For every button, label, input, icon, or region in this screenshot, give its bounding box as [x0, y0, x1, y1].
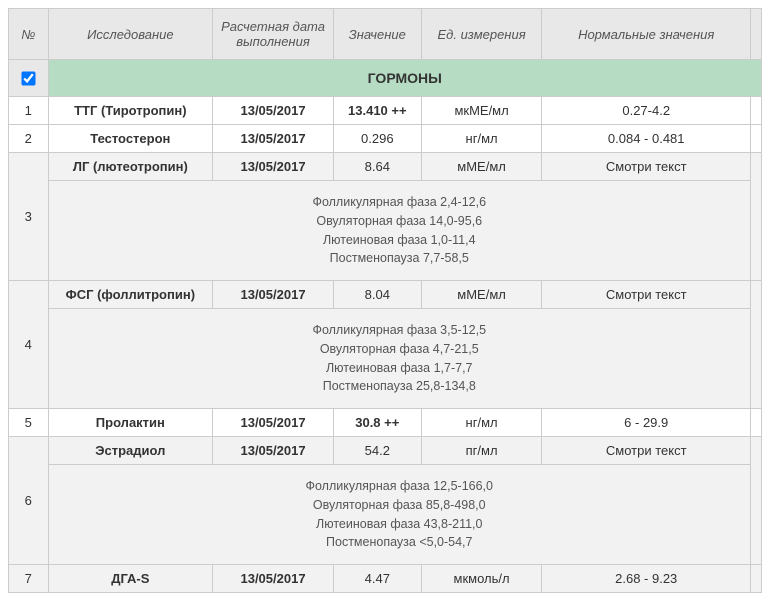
cell-num: 6 — [9, 437, 49, 565]
cell-tail — [750, 281, 761, 409]
col-header-unit: Ед. измерения — [421, 9, 542, 60]
cell-date: 13/05/2017 — [213, 153, 334, 181]
lab-results-table: № Исследование Расчетная дата выполнения… — [8, 8, 762, 593]
cell-date: 13/05/2017 — [213, 97, 334, 125]
note-line: Постменопауза <5,0-54,7 — [53, 533, 746, 552]
cell-num: 3 — [9, 153, 49, 281]
cell-value: 0.296 — [333, 125, 421, 153]
note-line: Овуляторная фаза 85,8-498,0 — [53, 496, 746, 515]
cell-tail — [750, 565, 761, 593]
col-header-normal: Нормальные значения — [542, 9, 751, 60]
table-row: 4ФСГ (фоллитропин)13/05/20178.04мМЕ/млСм… — [9, 281, 762, 309]
table-row: 2Тестостерон13/05/20170.296нг/мл0.084 - … — [9, 125, 762, 153]
cell-num: 1 — [9, 97, 49, 125]
cell-unit: мМЕ/мл — [421, 281, 542, 309]
cell-date: 13/05/2017 — [213, 409, 334, 437]
cell-unit: пг/мл — [421, 437, 542, 465]
table-row: 1ТТГ (Тиротропин)13/05/201713.410 ++мкМЕ… — [9, 97, 762, 125]
note-line: Лютеиновая фаза 43,8-211,0 — [53, 515, 746, 534]
cell-tail — [750, 437, 761, 565]
cell-value: 30.8 ++ — [333, 409, 421, 437]
col-header-num: № — [9, 9, 49, 60]
table-header-row: № Исследование Расчетная дата выполнения… — [9, 9, 762, 60]
cell-tail — [750, 97, 761, 125]
note-line: Фолликулярная фаза 2,4-12,6 — [53, 193, 746, 212]
table-row: 6Эстрадиол13/05/201754.2пг/млСмотри текс… — [9, 437, 762, 465]
section-checkbox-cell — [9, 60, 49, 97]
table-row: 3ЛГ (лютеотропин)13/05/20178.64мМЕ/млСмо… — [9, 153, 762, 181]
cell-num: 7 — [9, 565, 49, 593]
cell-tail — [750, 125, 761, 153]
note-line: Овуляторная фаза 4,7-21,5 — [53, 340, 746, 359]
cell-num: 2 — [9, 125, 49, 153]
cell-unit: нг/мл — [421, 409, 542, 437]
cell-unit: мМЕ/мл — [421, 153, 542, 181]
cell-study: Эстрадиол — [48, 437, 213, 465]
cell-normal: Смотри текст — [542, 437, 751, 465]
note-line: Лютеиновая фаза 1,0-11,4 — [53, 231, 746, 250]
section-title: ГОРМОНЫ — [48, 60, 761, 97]
cell-unit: мкМЕ/мл — [421, 97, 542, 125]
cell-tail — [750, 409, 761, 437]
cell-study: ДГА-S — [48, 565, 213, 593]
col-header-tail — [750, 9, 761, 60]
cell-note: Фолликулярная фаза 3,5-12,5Овуляторная ф… — [48, 309, 750, 409]
note-line: Фолликулярная фаза 12,5-166,0 — [53, 477, 746, 496]
cell-study: Тестостерон — [48, 125, 213, 153]
note-line: Постменопауза 25,8-134,8 — [53, 377, 746, 396]
cell-normal: Смотри текст — [542, 153, 751, 181]
col-header-value: Значение — [333, 9, 421, 60]
table-row-note: Фолликулярная фаза 12,5-166,0Овуляторная… — [9, 465, 762, 565]
cell-study: ЛГ (лютеотропин) — [48, 153, 213, 181]
section-checkbox[interactable] — [22, 71, 36, 85]
cell-value: 4.47 — [333, 565, 421, 593]
cell-date: 13/05/2017 — [213, 437, 334, 465]
note-line: Постменопауза 7,7-58,5 — [53, 249, 746, 268]
cell-value: 8.64 — [333, 153, 421, 181]
cell-num: 5 — [9, 409, 49, 437]
table-row: 7ДГА-S13/05/20174.47мкмоль/л2.68 - 9.23 — [9, 565, 762, 593]
cell-normal: 0.084 - 0.481 — [542, 125, 751, 153]
cell-note: Фолликулярная фаза 2,4-12,6Овуляторная ф… — [48, 181, 750, 281]
cell-normal: Смотри текст — [542, 281, 751, 309]
col-header-date: Расчетная дата выполнения — [213, 9, 334, 60]
table-row: 5Пролактин13/05/201730.8 ++нг/мл6 - 29.9 — [9, 409, 762, 437]
cell-date: 13/05/2017 — [213, 281, 334, 309]
cell-unit: мкмоль/л — [421, 565, 542, 593]
cell-tail — [750, 153, 761, 281]
cell-study: Пролактин — [48, 409, 213, 437]
cell-date: 13/05/2017 — [213, 565, 334, 593]
table-row-note: Фолликулярная фаза 2,4-12,6Овуляторная ф… — [9, 181, 762, 281]
cell-normal: 6 - 29.9 — [542, 409, 751, 437]
cell-value: 8.04 — [333, 281, 421, 309]
cell-date: 13/05/2017 — [213, 125, 334, 153]
table-row-note: Фолликулярная фаза 3,5-12,5Овуляторная ф… — [9, 309, 762, 409]
section-row: ГОРМОНЫ — [9, 60, 762, 97]
cell-normal: 0.27-4.2 — [542, 97, 751, 125]
cell-value: 54.2 — [333, 437, 421, 465]
cell-value: 13.410 ++ — [333, 97, 421, 125]
cell-num: 4 — [9, 281, 49, 409]
cell-unit: нг/мл — [421, 125, 542, 153]
col-header-study: Исследование — [48, 9, 213, 60]
note-line: Фолликулярная фаза 3,5-12,5 — [53, 321, 746, 340]
note-line: Овуляторная фаза 14,0-95,6 — [53, 212, 746, 231]
cell-normal: 2.68 - 9.23 — [542, 565, 751, 593]
note-line: Лютеиновая фаза 1,7-7,7 — [53, 359, 746, 378]
cell-study: ТТГ (Тиротропин) — [48, 97, 213, 125]
cell-study: ФСГ (фоллитропин) — [48, 281, 213, 309]
cell-note: Фолликулярная фаза 12,5-166,0Овуляторная… — [48, 465, 750, 565]
